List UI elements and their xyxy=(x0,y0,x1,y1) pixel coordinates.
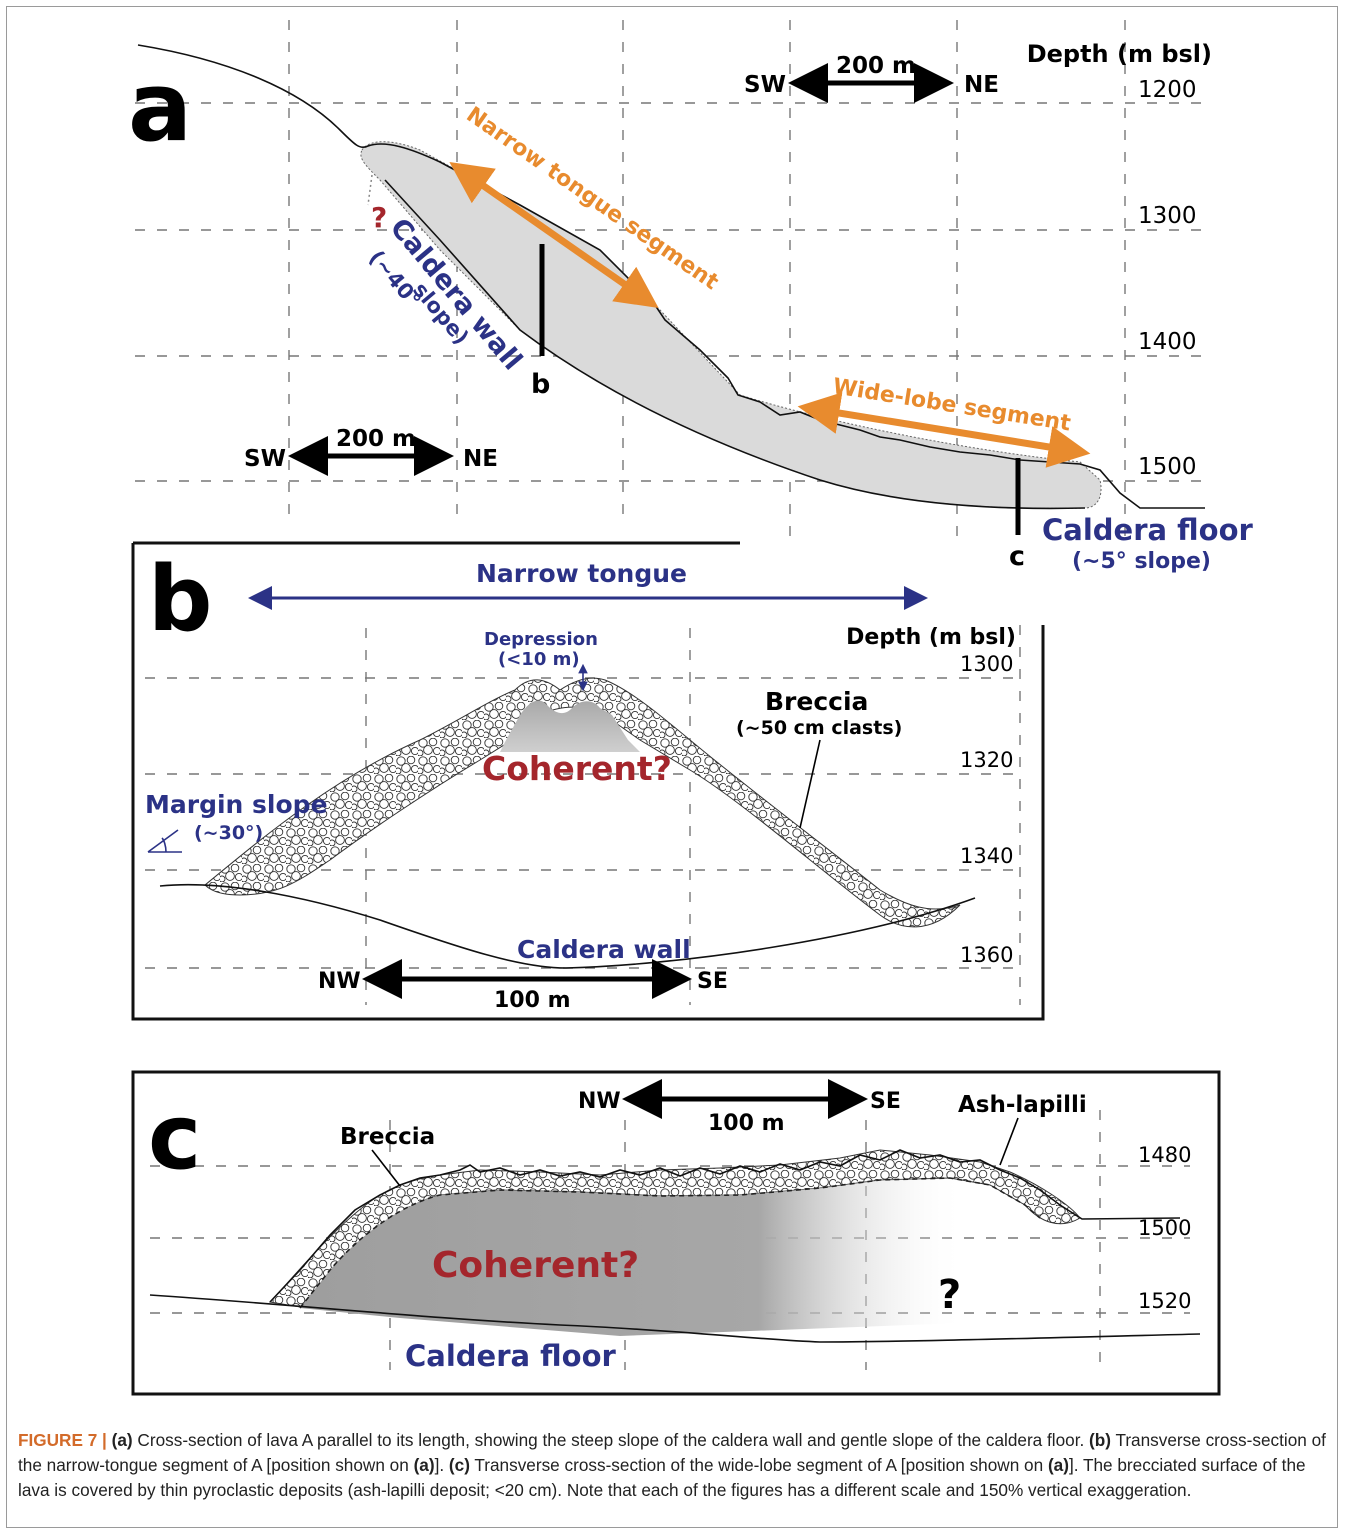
svg-text:Margin slope: Margin slope xyxy=(145,790,328,819)
svg-text:b: b xyxy=(531,369,550,400)
panel-c-question-mark: ? xyxy=(938,1272,961,1318)
caption-pos-b: (a) xyxy=(413,1455,435,1475)
caption-ref-c: (c) xyxy=(448,1455,470,1475)
svg-text:Breccia: Breccia xyxy=(765,687,868,716)
caldera-wall-label-b: Caldera wall xyxy=(517,935,691,964)
depth-tick-1300: 1300 xyxy=(1138,203,1197,229)
svg-text:SE: SE xyxy=(870,1089,901,1114)
caption-text-a: Cross-section of lava A parallel to its … xyxy=(132,1430,1090,1450)
panel-c-dashed-contact xyxy=(299,1177,1041,1309)
depression-annotation: Depression (<10 m) xyxy=(484,629,598,692)
caption-end-c: ]. The brecciated surface of the lava is… xyxy=(18,1455,1306,1500)
svg-text:NE: NE xyxy=(964,72,999,98)
caldera-floor-slope-a: (~5° slope) xyxy=(1072,549,1211,574)
depth-tick-1500-c: 1500 xyxy=(1138,1216,1191,1240)
caldera-floor-label-a: Caldera floor xyxy=(1042,513,1254,547)
panel-a: ? a Depth (m bsl) 1200 1300 1400 1500 SW… xyxy=(128,20,1254,574)
svg-text:NW: NW xyxy=(318,969,361,994)
caption-ref-b: (b) xyxy=(1089,1430,1111,1450)
narrow-tongue-arrow: Narrow tongue xyxy=(248,559,928,610)
svg-text:NE: NE xyxy=(463,446,498,472)
svg-text:NW: NW xyxy=(578,1089,621,1114)
caption-text-b: Transverse cross-section of the narrow-t… xyxy=(18,1430,1326,1475)
figure-7-diagram: ? a Depth (m bsl) 1200 1300 1400 1500 SW… xyxy=(128,20,1254,1396)
panel-a-question-dots xyxy=(367,174,373,206)
panel-a-depth-title: Depth (m bsl) xyxy=(1027,40,1212,68)
depth-tick-1500: 1500 xyxy=(1138,454,1197,480)
panel-b: b Narrow tongue Depth (m bsl) 1300 1320 … xyxy=(131,541,1045,1021)
svg-text:(~50 cm clasts): (~50 cm clasts) xyxy=(736,717,902,739)
panel-b-depth-title: Depth (m bsl) xyxy=(846,625,1016,650)
margin-slope-angle-icon xyxy=(147,829,182,853)
svg-text:Narrow tongue: Narrow tongue xyxy=(476,559,687,588)
depth-tick-1400: 1400 xyxy=(1138,329,1197,355)
panel-b-letter: b xyxy=(148,547,212,652)
svg-text:Breccia: Breccia xyxy=(340,1124,435,1150)
panel-b-scale-bar: NW 100 m SE xyxy=(318,959,728,1013)
svg-text:SW: SW xyxy=(744,72,786,98)
section-c-marker: c xyxy=(1009,458,1025,572)
panel-b-coherent-core xyxy=(500,700,640,752)
breccia-annotation-b: Breccia (~50 cm clasts) xyxy=(736,687,902,829)
caption-pos-c: (a) xyxy=(1047,1455,1069,1475)
depth-tick-1340-b: 1340 xyxy=(960,844,1013,868)
panel-c-border xyxy=(131,1070,1221,1396)
svg-text:Depression: Depression xyxy=(484,629,598,650)
caption-ref-a: (a) xyxy=(111,1430,133,1450)
svg-text:SW: SW xyxy=(244,446,286,472)
svg-text:200 m: 200 m xyxy=(336,426,416,452)
panel-b-breccia-carapace xyxy=(204,677,961,928)
ash-lapilli-annotation: Ash-lapilli xyxy=(958,1092,1087,1166)
caption-figure-label: FIGURE 7 | xyxy=(18,1430,107,1450)
panel-c-scale-bar: NW 100 m SE xyxy=(578,1079,901,1136)
depth-tick-1360-b: 1360 xyxy=(960,943,1013,967)
depth-tick-1320-b: 1320 xyxy=(960,748,1013,772)
panel-c-coherent-core xyxy=(300,1178,1040,1336)
breccia-annotation-c: Breccia xyxy=(340,1124,435,1187)
panel-b-border xyxy=(131,541,1045,1021)
panel-c-caldera-floor-line xyxy=(149,1294,1201,1343)
svg-text:100 m: 100 m xyxy=(708,1111,785,1136)
panel-a-scale-bar-top: SW 200 m NE xyxy=(744,53,999,103)
figure-caption: FIGURE 7 | (a) Cross-section of lava A p… xyxy=(18,1428,1328,1503)
caption-end-b: ]. xyxy=(434,1455,449,1475)
depth-tick-1300-b: 1300 xyxy=(960,652,1013,676)
svg-text:(<10 m): (<10 m) xyxy=(498,649,580,670)
margin-slope-annotation: Margin slope (~30°) xyxy=(145,790,328,853)
svg-text:SE: SE xyxy=(697,969,728,994)
caldera-floor-label-c: Caldera floor xyxy=(405,1339,617,1373)
svg-text:c: c xyxy=(1009,541,1025,572)
panel-a-question-mark: ? xyxy=(371,201,387,234)
panel-b-grid xyxy=(145,625,1021,1005)
svg-text:Ash-lapilli: Ash-lapilli xyxy=(958,1092,1087,1118)
panel-a-letter: a xyxy=(128,53,192,163)
panel-a-scale-bar-bottom: SW 200 m NE xyxy=(244,426,498,476)
panel-c-letter: c xyxy=(148,1085,201,1190)
svg-text:200 m: 200 m xyxy=(836,53,916,79)
panel-c: c NW 100 m SE 1480 1500 1520 Breccia Ash… xyxy=(131,1070,1221,1396)
section-b-marker: b xyxy=(531,244,550,400)
figure-frame xyxy=(6,6,1338,1528)
panel-a-caldera-wall-line xyxy=(384,179,1086,510)
coherent-label-b: Coherent? xyxy=(482,749,672,788)
depth-tick-1200: 1200 xyxy=(1138,77,1197,103)
svg-text:100 m: 100 m xyxy=(494,988,571,1013)
caption-text-c: Transverse cross-section of the wide-lob… xyxy=(469,1455,1048,1475)
depth-tick-1480-c: 1480 xyxy=(1138,1143,1191,1167)
svg-text:(~30°): (~30°) xyxy=(194,822,263,844)
panel-c-surface-line xyxy=(269,1149,1181,1303)
coherent-label-c: Coherent? xyxy=(432,1245,639,1286)
depth-tick-1520-c: 1520 xyxy=(1138,1289,1191,1313)
panel-a-topography-line xyxy=(137,44,1205,509)
